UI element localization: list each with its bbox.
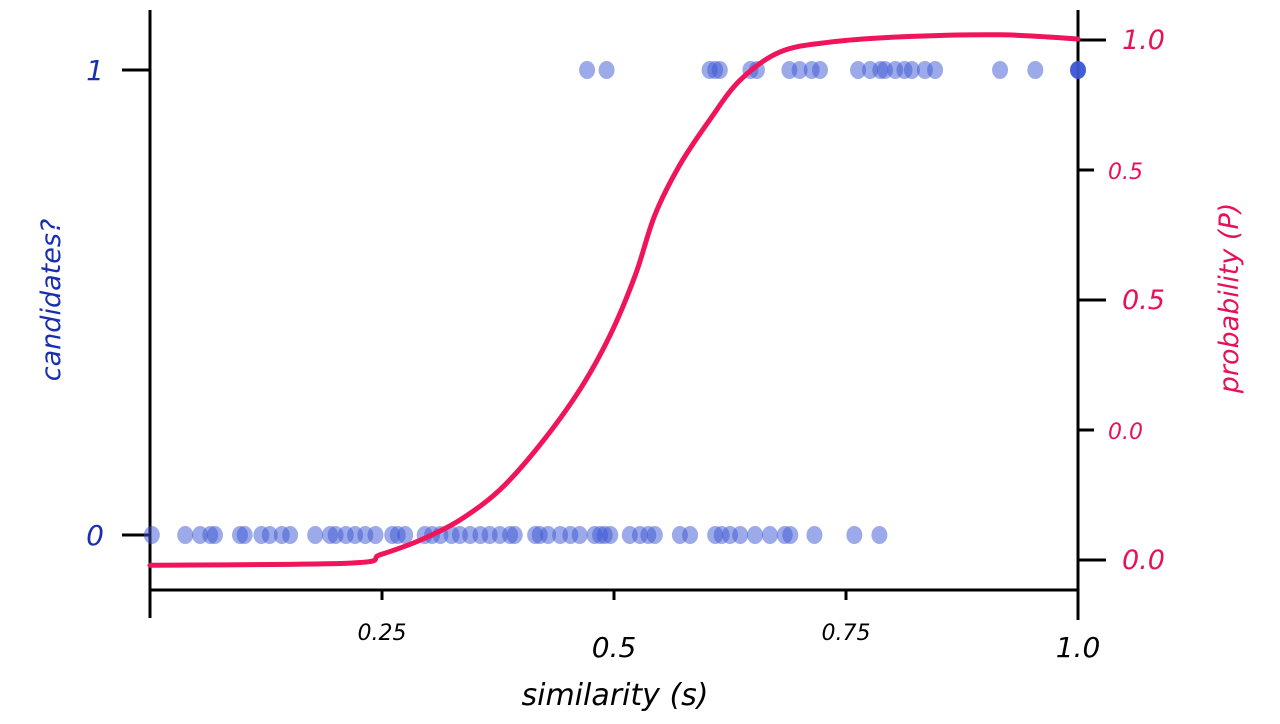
x-tick-label: 0.75 [822,621,871,646]
data-point [177,526,194,544]
right-tick-label: 0.5 [1108,160,1143,185]
data-point [1027,61,1044,79]
data-point [282,526,299,544]
right-axis-label: probability (P) [1214,203,1245,395]
data-point [782,526,799,544]
data-point [206,526,223,544]
data-point [1070,61,1086,79]
data-point [646,526,663,544]
data-point [506,526,523,544]
data-point [540,526,557,544]
data-point [236,526,253,544]
data-point [307,526,324,544]
data-point [397,526,414,544]
data-point [598,61,615,79]
data-point [682,526,699,544]
data-point [579,61,596,79]
data-point [927,61,944,79]
x-tick-label: 0.25 [358,621,407,646]
class-0-points [143,526,888,544]
data-point [806,526,823,544]
data-point [367,526,384,544]
data-point [850,61,867,79]
data-point [903,61,920,79]
data-point [261,526,278,544]
data-point [143,526,160,544]
left-tick-label: 1 [86,54,104,87]
left-axis-label: candidates? [36,219,67,381]
data-point [846,526,863,544]
right-tick-label: 0.0 [1122,545,1165,576]
data-point [602,526,619,544]
right-tick-label: 0.5 [1122,285,1165,316]
data-point [791,61,808,79]
data-point [732,526,749,544]
data-point [812,61,829,79]
right-tick-label: 0.0 [1108,420,1143,445]
left-tick-label: 0 [86,519,104,552]
probability-curve [147,32,1081,568]
class-1-points [579,61,1086,79]
x-axis-label: similarity (s) [521,678,708,713]
data-point [711,61,728,79]
data-point [992,61,1009,79]
x-tick-label: 0.5 [592,631,637,664]
data-point [571,526,588,544]
data-point [761,526,778,544]
x-tick-label: 1.0 [1056,631,1101,664]
right-tick-label: 1.0 [1122,25,1165,56]
data-point [747,526,764,544]
data-point [871,526,888,544]
